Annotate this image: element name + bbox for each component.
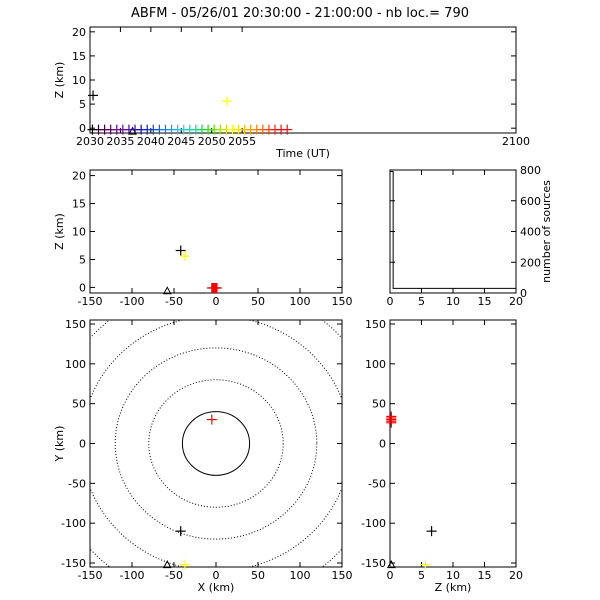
plan-view-ytick-label: 100	[65, 358, 86, 371]
plan-view-ytick-label: 0	[79, 438, 86, 451]
yz-ytick-label: 0	[379, 438, 386, 451]
xz-point	[175, 245, 186, 256]
height-histogram-xtick-label: 0	[387, 295, 394, 308]
yz-xtick-label: 0	[387, 569, 394, 582]
xz-ytick-label: 20	[72, 170, 86, 183]
time-color-mark	[282, 124, 293, 135]
plan-point	[175, 526, 186, 537]
height-histogram-ytick-label: 200	[520, 256, 541, 269]
yz-ytick-label: -100	[361, 517, 386, 530]
time-height-xtick-label: 2040	[137, 135, 165, 148]
height-histogram-ytick-label: 600	[520, 195, 541, 208]
time-height-xlabel: Time (UT)	[275, 147, 330, 160]
time-height-ylabel: Z (km)	[53, 62, 66, 99]
height-histogram-xtick-label: 20	[509, 295, 523, 308]
yz-red-point	[386, 411, 397, 422]
xz-frame	[89, 169, 343, 294]
xz-xtick-label: 50	[251, 295, 265, 308]
plan-view-xtick-label: -50	[165, 569, 183, 582]
xz-xtick-label: -50	[165, 295, 183, 308]
plan-view-ytick-label: 50	[72, 398, 86, 411]
plan-view-ytick-label: -100	[61, 517, 86, 530]
plan-view-xtick-label: -150	[78, 569, 103, 582]
yz-xtick-label: 5	[418, 569, 425, 582]
yz-ytick-label: -150	[361, 557, 386, 570]
time-height-ytick-label: 15	[72, 50, 86, 63]
yz-frame	[389, 319, 517, 568]
plan-view-ytick-label: -50	[68, 477, 86, 490]
plan-view-frame	[89, 319, 343, 568]
xz-ytick-label: 5	[79, 253, 86, 266]
station-marker	[162, 560, 172, 569]
plan-view-xlabel: X (km)	[198, 581, 235, 594]
plan-view-xtick-label: 0	[213, 569, 220, 582]
xz-xtick-label: -100	[120, 295, 145, 308]
yz-xtick-label: 20	[509, 569, 523, 582]
plan-view-ylabel: Y (km)	[53, 426, 66, 463]
yz-ytick-label: 150	[365, 318, 386, 331]
histogram-bar	[389, 171, 516, 293]
plan-view-xtick-label: 100	[290, 569, 311, 582]
range-ring	[114, 347, 318, 540]
xz-ytick-label: 10	[72, 226, 86, 239]
height-histogram-ytick-label: 0	[520, 287, 527, 300]
height-histogram-xtick-label: 10	[446, 295, 460, 308]
height-histogram-ylabel: number of sources	[540, 180, 553, 283]
xz-xtick-label: 100	[290, 295, 311, 308]
station-marker	[128, 126, 137, 135]
yz-xtick-label: 10	[446, 569, 460, 582]
yz-ytick-label: 100	[365, 358, 386, 371]
range-ring	[90, 320, 342, 567]
height-histogram-frame	[389, 169, 517, 294]
xz-red-point	[211, 282, 222, 293]
xz-ytick-label: 15	[72, 198, 86, 211]
xz-xtick-label: 150	[332, 295, 353, 308]
plan-view-ytick-label: -150	[61, 557, 86, 570]
height-histogram-xtick-label: 15	[478, 295, 492, 308]
xz-xtick-label: 0	[213, 295, 220, 308]
yz-ytick-label: -50	[368, 477, 386, 490]
time-height-frame	[89, 26, 517, 134]
time-height-ytick-label: 5	[79, 98, 86, 111]
xz-xtick-label: -150	[78, 295, 103, 308]
yz-xtick-label: 15	[478, 569, 492, 582]
range-ring	[181, 411, 251, 476]
figure-title: ABFM - 05/26/01 20:30:00 - 21:00:00 - nb…	[131, 6, 469, 21]
xz-point	[179, 251, 190, 262]
plan-point	[179, 559, 190, 570]
station-marker	[386, 560, 396, 569]
yz-point	[420, 559, 431, 570]
xz-ytick-label: 0	[79, 281, 86, 294]
yz-point	[426, 526, 437, 537]
time-point	[221, 96, 232, 107]
range-ring	[148, 379, 284, 508]
yz-xlabel: Z (km)	[435, 581, 472, 594]
time-height-xtick-label: 2050	[198, 135, 226, 148]
time-height-xtick-label: 2055	[228, 135, 256, 148]
time-point	[88, 90, 99, 101]
plan-view-ytick-label: 150	[65, 318, 86, 331]
time-height-xtick-label: 2035	[106, 135, 134, 148]
range-rings	[90, 320, 342, 567]
time-height-ytick-label: 10	[72, 74, 86, 87]
height-histogram-xtick-label: 5	[418, 295, 425, 308]
plan-view-xtick-label: 150	[332, 569, 353, 582]
xz-ylabel: Z (km)	[53, 213, 66, 250]
time-height-ytick-label: 0	[79, 122, 86, 135]
yz-ytick-label: 50	[372, 398, 386, 411]
plan-point	[206, 414, 217, 425]
height-histogram-ytick-label: 400	[520, 226, 541, 239]
time-height-xtick-label: 2100	[502, 135, 530, 148]
range-ring	[90, 320, 342, 567]
time-height-xtick-label: 2030	[76, 135, 104, 148]
height-histogram-ytick-label: 800	[520, 164, 541, 177]
time-height-xtick-label: 2045	[167, 135, 195, 148]
time-height-ytick-label: 20	[72, 26, 86, 39]
plan-view-xtick-label: 50	[251, 569, 265, 582]
plan-view-xtick-label: -100	[120, 569, 145, 582]
station-marker	[162, 286, 172, 295]
